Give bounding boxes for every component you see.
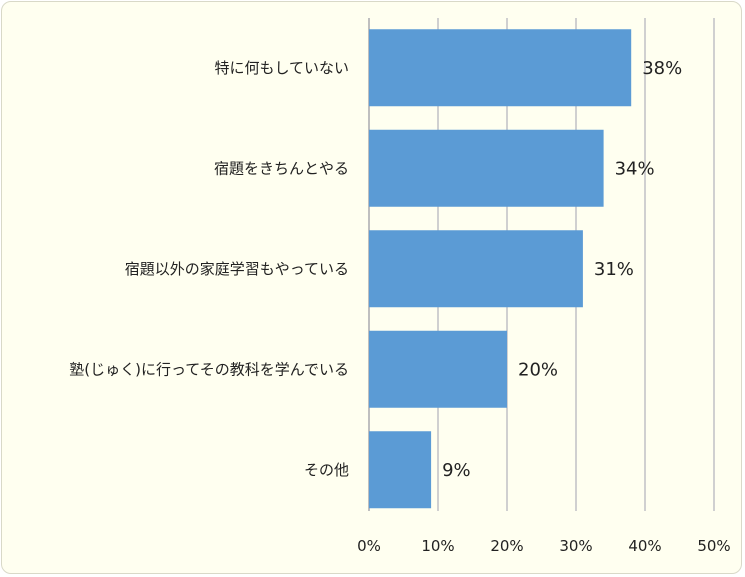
value-label: 31% bbox=[594, 259, 634, 280]
category-label: 塾(じゅく)に行ってその教科を学んでいる bbox=[69, 360, 349, 378]
value-label: 20% bbox=[518, 359, 558, 380]
bar bbox=[369, 129, 604, 207]
bar bbox=[369, 230, 583, 308]
value-label: 38% bbox=[642, 58, 682, 79]
bars bbox=[369, 29, 632, 509]
x-tick-label: 10% bbox=[421, 537, 454, 555]
value-label: 9% bbox=[442, 460, 471, 481]
x-tick-label: 0% bbox=[357, 537, 381, 555]
bar bbox=[369, 330, 507, 408]
category-label: 特に何もしていない bbox=[214, 59, 349, 77]
x-tick-label: 50% bbox=[697, 537, 730, 555]
x-tick-label: 30% bbox=[559, 537, 592, 555]
category-label: 宿題をきちんとやる bbox=[214, 159, 349, 177]
category-label: 宿題以外の家庭学習もやっている bbox=[125, 260, 349, 278]
x-tick-label: 20% bbox=[490, 537, 523, 555]
category-label: その他 bbox=[304, 461, 349, 479]
x-tick-label: 40% bbox=[628, 537, 661, 555]
bar bbox=[369, 431, 432, 509]
labels: 0% 10% 20% 30% 40% 50% 特に何もしていない 38% 宿題をきちんとやる 34… bbox=[69, 58, 730, 555]
bar bbox=[369, 29, 632, 107]
value-label: 34% bbox=[615, 158, 655, 179]
